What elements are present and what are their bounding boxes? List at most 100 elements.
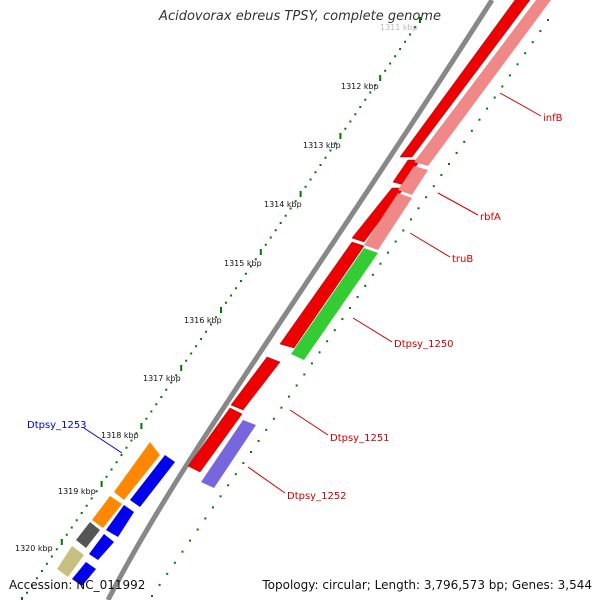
tick-dot [417,207,420,210]
tick-label-1319: 1319 kbp [58,487,96,496]
gene-rbfA-pink[interactable] [398,166,428,195]
gene-olive[interactable] [57,546,84,577]
gene-dtpsy-1252-forward[interactable] [187,407,243,473]
tick-dot [150,410,153,413]
tick-dot [234,473,237,476]
tick-mark [100,481,103,487]
gene-dtpsy-1252-purple[interactable] [201,420,256,488]
tick-dot [384,69,387,72]
tick-dot [389,62,392,65]
gene-blue-3[interactable] [89,534,114,560]
tick-dot [356,295,359,298]
tick-mark [259,249,262,255]
tick-dot [210,323,213,326]
gene-label-rbfA[interactable]: rbfA [480,212,501,223]
tick-dot [25,591,28,594]
tick-dot [125,446,128,449]
tick-dot [295,384,298,387]
tick-dot [189,539,192,542]
tick-dot [486,107,489,110]
tick-dot [110,468,113,471]
tick-dot [359,106,362,108]
forward-strand [187,0,531,473]
tick-dot [274,229,277,232]
tick-dot [364,98,367,101]
tick-dot [284,214,287,217]
tick-dot [539,30,542,33]
tick-dot [229,294,232,297]
gene-blue-4[interactable] [72,562,96,586]
tick-dot [175,374,178,377]
leader-dtpsy-1253 [83,427,123,454]
tick-dot [224,301,227,304]
tick-dot [304,185,307,188]
tick-label-1311: 1311 kbp [380,23,418,32]
tick-dot [219,495,222,498]
tick-dot [120,454,123,456]
tick-dot [294,200,297,203]
leader-rbfA [437,192,479,216]
gene-truB-pink[interactable] [364,193,412,250]
gene-blue-2[interactable] [106,505,134,537]
gene-gray[interactable] [76,522,100,548]
tick-label-1316: 1316 kbp [184,316,222,325]
tick-dot [205,330,208,333]
tick-label-1312: 1312 kbp [341,82,379,91]
tick-dot [181,550,184,553]
gene-label-dtpsy-1250[interactable]: Dtpsy_1250 [394,339,454,350]
reverse-strand [201,0,551,488]
gene-label-infB[interactable]: infB [543,113,563,124]
gene-infB-pink[interactable] [414,0,551,166]
tick-dot [185,359,188,362]
gene-label-dtpsy-1252[interactable]: Dtpsy_1252 [287,491,347,502]
gene-label-truB[interactable]: truB [452,254,473,265]
tick-dot [105,475,108,478]
tick-dot [309,178,312,181]
tick-dot [242,462,245,465]
tick-dot [173,561,176,564]
tick-dot [516,63,519,66]
gene-dtpsy-1250-green[interactable] [291,248,378,360]
tick-dot [269,236,272,239]
gene-label-dtpsy-1253[interactable]: Dtpsy_1253 [27,420,87,431]
tick-dot [387,251,390,254]
tick-dot [115,461,118,464]
tick-dot [455,151,458,154]
tick-track-outer [21,17,421,600]
tick-dot [344,127,347,130]
tick-mark [379,75,382,81]
tick-dot [166,572,169,575]
tick-dot [279,222,282,224]
tick-dot [215,316,218,319]
tick-dot [414,26,417,29]
tick-dot [195,345,198,348]
tick-dot [478,118,481,121]
gene-dtpsy-1253-orange[interactable] [114,442,160,500]
tick-labels: 1311 kbp 1312 kbp 1313 kbp 1314 kbp 1315… [15,23,418,553]
tick-dot [508,74,511,77]
tick-dot [364,284,367,287]
tick-dot [303,373,306,376]
tick-dot [257,439,260,442]
gene-dtpsy-1251-forward[interactable] [230,356,281,411]
tick-dot [334,142,337,145]
tick-dot [145,417,148,420]
gene-label-dtpsy-1251[interactable]: Dtpsy_1251 [330,433,390,444]
gene-blue-1[interactable] [130,455,175,507]
tick-dot [227,484,230,487]
gene-orange-2[interactable] [92,496,122,528]
tick-dot [55,548,58,551]
tick-dot [280,406,283,409]
tick-mark [21,597,23,600]
tick-dot [379,262,382,265]
tick-dot [151,595,153,597]
tick-dot [70,526,73,529]
gene-dtpsy-1250-forward[interactable] [279,241,365,349]
tick-dot [501,85,504,88]
tick-dot [170,381,173,384]
tick-mark [339,133,342,139]
tick-dot [493,96,496,99]
gene-infB-forward[interactable] [399,0,531,158]
tick-label-1317: 1317 kbp [143,374,181,383]
